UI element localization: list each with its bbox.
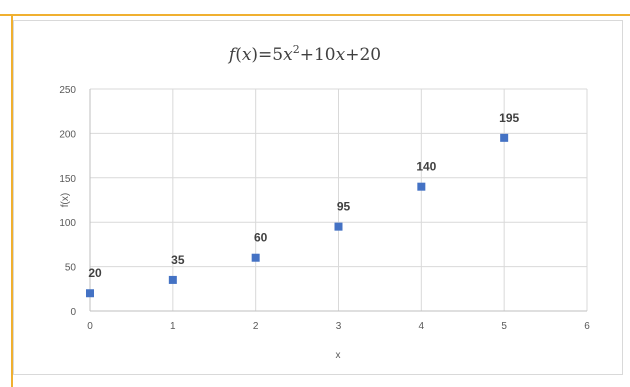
frame-top-border xyxy=(0,14,630,16)
frame-left-border xyxy=(11,14,13,387)
data-point xyxy=(500,133,509,142)
grid-lines xyxy=(90,88,588,311)
data-label: 140 xyxy=(416,160,436,174)
data-point xyxy=(86,289,94,298)
title-plus20: +20 xyxy=(345,45,381,65)
data-point xyxy=(251,253,260,262)
data-label: 20 xyxy=(88,266,102,280)
y-axis-label: f(x) xyxy=(60,193,71,207)
x-tick-label: 5 xyxy=(501,321,507,332)
title-open-paren: ( xyxy=(235,45,242,65)
data-label: 35 xyxy=(171,253,185,267)
data-points xyxy=(86,133,509,298)
y-tick-label: 250 xyxy=(59,85,76,96)
chart-area xyxy=(13,20,623,375)
y-tick-label: 200 xyxy=(59,129,76,140)
y-tick-label: 50 xyxy=(65,263,77,274)
tick-labels: 0 50 100 150 200 250 0 1 2 3 4 5 6 xyxy=(59,85,590,332)
title-func: f xyxy=(227,45,238,65)
x-tick-label: 6 xyxy=(584,321,590,332)
data-point xyxy=(417,182,426,191)
title-var3: x xyxy=(336,45,346,65)
chart-title: f(x)=5x2+10x+20 xyxy=(227,43,381,65)
x-tick-label: 2 xyxy=(253,321,259,332)
title-var2: x xyxy=(283,45,293,65)
data-labels: 20 35 60 95 140 195 xyxy=(88,111,519,280)
title-plus10: +10 xyxy=(300,45,336,65)
axes xyxy=(89,89,587,312)
title-var: x xyxy=(242,45,252,65)
x-tick-label: 4 xyxy=(419,321,425,332)
data-label: 195 xyxy=(499,111,519,125)
y-tick-label: 150 xyxy=(59,174,76,185)
x-tick-label: 0 xyxy=(87,321,93,332)
data-label: 60 xyxy=(254,231,268,245)
data-point xyxy=(168,275,177,284)
data-label: 95 xyxy=(337,200,351,214)
x-tick-label: 1 xyxy=(170,321,176,332)
y-tick-label: 100 xyxy=(59,218,76,229)
title-close-eq: )=5 xyxy=(251,45,283,65)
x-axis-label: x xyxy=(336,350,341,361)
title-exponent: 2 xyxy=(293,43,300,56)
y-tick-label: 0 xyxy=(70,307,76,318)
x-tick-label: 3 xyxy=(336,321,342,332)
data-point xyxy=(334,222,343,231)
